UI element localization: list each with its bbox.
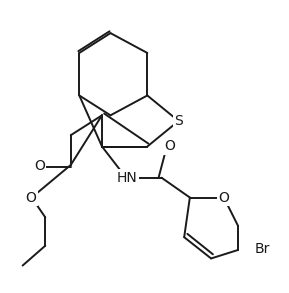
Text: S: S: [174, 114, 183, 128]
Text: O: O: [218, 190, 229, 205]
Text: O: O: [34, 159, 45, 173]
Text: O: O: [164, 139, 175, 154]
Text: O: O: [26, 190, 37, 205]
Text: HN: HN: [117, 171, 138, 185]
Text: Br: Br: [255, 241, 271, 255]
